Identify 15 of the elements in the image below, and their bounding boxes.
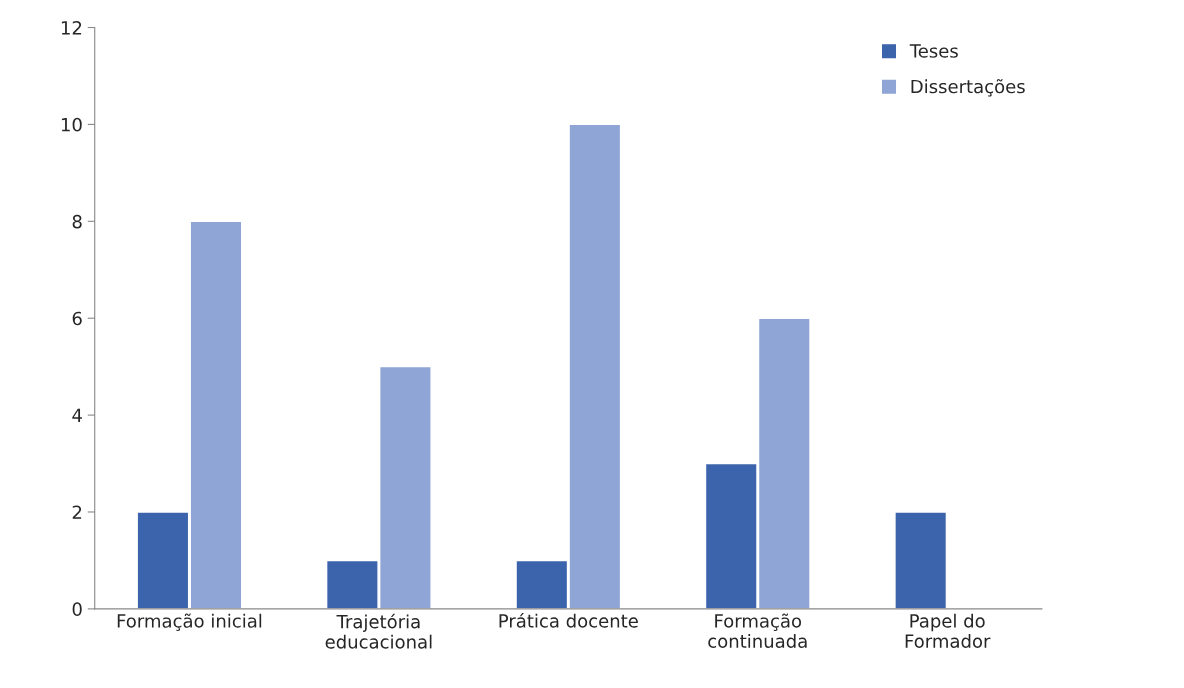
y-tick-label: 12 — [61, 20, 82, 35]
y-tick-label: 0 — [72, 602, 82, 616]
x-tick-label: Trajetória educacional — [325, 613, 432, 649]
x-tick-label: Papel do Formador — [905, 613, 991, 648]
legend-label: Dissertações — [911, 79, 1025, 97]
y-tick-label: 2 — [72, 505, 82, 519]
y-tick-label: 8 — [72, 214, 82, 229]
legend-label: Teses — [909, 44, 958, 58]
x-tick-label: Formação inicial — [117, 613, 262, 631]
x-tick-label: Prática docente — [499, 613, 638, 628]
bar — [894, 511, 948, 609]
y-tick-label: 10 — [61, 117, 82, 132]
x-tick-label: Formação continuada — [708, 613, 807, 648]
y-tick-label: 6 — [72, 311, 82, 326]
y-tick-label: 4 — [72, 408, 82, 422]
